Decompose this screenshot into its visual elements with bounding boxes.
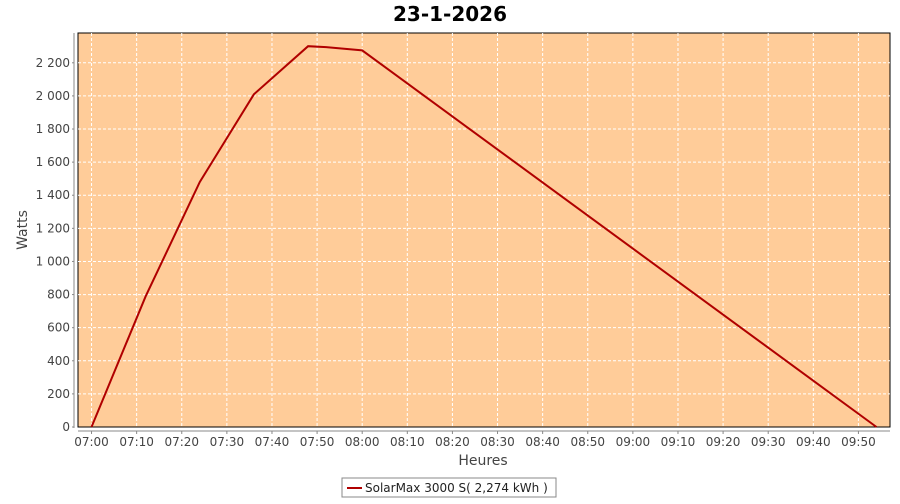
x-tick-label: 07:30 (210, 435, 245, 449)
legend-box (341, 477, 557, 498)
x-tick-label: 09:10 (661, 435, 696, 449)
y-tick-label: 200 (47, 387, 70, 401)
y-tick-label: 1 800 (36, 122, 70, 136)
x-tick-label: 09:50 (841, 435, 876, 449)
x-axis-label: Heures (458, 453, 507, 469)
legend-label: SolarMax 3000 S( 2,274 kWh ) (365, 481, 548, 495)
x-tick-label: 07:00 (74, 435, 109, 449)
series-line (90, 45, 878, 428)
x-tick-label: 09:20 (706, 435, 741, 449)
x-tick-label: 08:30 (480, 435, 515, 449)
legend: SolarMax 3000 S( 2,274 kWh ) (341, 477, 557, 498)
x-tick-label: 09:00 (616, 435, 651, 449)
y-tick-label: 2 200 (36, 56, 70, 70)
x-tick-label: 09:40 (796, 435, 831, 449)
x-tick-label: 08:40 (525, 435, 560, 449)
x-tick-label: 07:50 (300, 435, 335, 449)
x-tick-label: 07:40 (255, 435, 290, 449)
y-tick-label: 1 200 (36, 221, 70, 235)
x-tick-label: 08:00 (345, 435, 380, 449)
y-tick-label: 0 (62, 420, 70, 434)
y-tick-label: 2 000 (36, 89, 70, 103)
x-tick-label: 08:20 (435, 435, 470, 449)
y-axis-label: Watts (15, 210, 31, 250)
y-tick-label: 600 (47, 321, 70, 335)
x-tick-label: 08:10 (390, 435, 425, 449)
y-tick-label: 1 600 (36, 155, 70, 169)
chart-title: 23-1-2026 (393, 2, 507, 26)
y-tick-label: 800 (47, 288, 70, 302)
y-tick-label: 1 400 (36, 188, 70, 202)
y-tick-label: 1 000 (36, 254, 70, 268)
plot-area (77, 32, 891, 428)
x-tick-label: 07:20 (164, 435, 199, 449)
x-tick-label: 07:10 (119, 435, 154, 449)
x-tick-label: 08:50 (570, 435, 605, 449)
x-tick-label: 09:30 (751, 435, 786, 449)
y-tick-label: 400 (47, 354, 70, 368)
